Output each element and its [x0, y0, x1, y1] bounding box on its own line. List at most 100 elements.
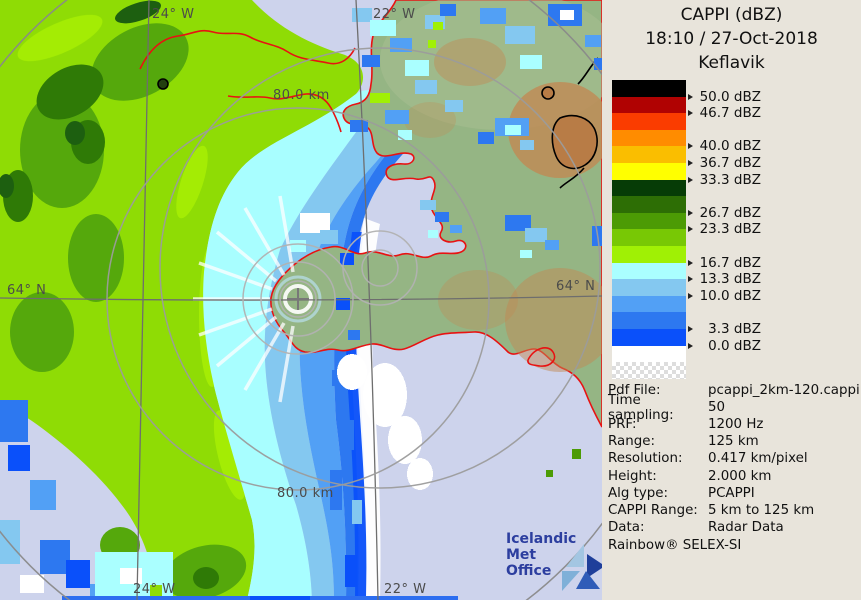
station-name: Keflavik: [698, 53, 765, 73]
legend-label-text: 0.0 dBZ: [708, 337, 761, 354]
triangle-right-icon: [688, 326, 693, 332]
legend-band: [612, 345, 686, 363]
metadata-label: PRF:: [608, 417, 637, 433]
range-label-80km-top: 80.0 km: [273, 88, 330, 103]
radar-near-ring: [283, 284, 313, 314]
lon-label-24w-top: 24° W: [152, 7, 195, 22]
triangle-right-icon: [688, 176, 693, 183]
metadata-row: Resolution: 0.417 km/pixel: [608, 450, 858, 467]
triangle-right-icon: [688, 209, 693, 216]
lon-label-24w-bottom: 24° W: [133, 582, 176, 597]
metadata-row: Time sampling: 50: [608, 393, 858, 423]
legend-label-text: 50.0 dBZ: [699, 88, 761, 105]
legend-label-text: 3.3 dBZ: [708, 321, 761, 337]
metadata-row: PRF: 1200 Hz: [608, 416, 858, 433]
legend-label-text: 26.7 dBZ: [699, 204, 761, 221]
triangle-right-icon: [688, 226, 693, 233]
metadata-row: Pdf File: pcappi_2km-120.cappi: [608, 382, 860, 399]
radar-map: 24° W 22° W 80.0 km 64° N 64° N 80.0 km …: [0, 0, 602, 600]
software-name: Rainbow® SELEX-SI: [608, 538, 742, 553]
metadata-value: 5 km to 125 km: [708, 502, 815, 518]
legend-label-text: 16.7 dBZ: [699, 254, 761, 271]
radar-near-ring2: [274, 275, 322, 323]
pinwheel-icon: [562, 544, 602, 591]
metadata-label: Pdf File:: [608, 383, 661, 399]
legend-label: 46.7 dBZ: [688, 105, 761, 121]
metadata-label: Range:: [608, 434, 655, 450]
legend-label-text: 36.7 dBZ: [699, 155, 761, 171]
timestamp: 18:10 / 27-Oct-2018: [645, 29, 818, 49]
metadata-row: Alg type: PCAPPI: [608, 485, 858, 502]
metadata-row: Range: 125 km: [608, 433, 858, 450]
legend-label: 13.3 dBZ: [688, 271, 761, 287]
metadata-label: Data:: [608, 519, 645, 535]
metadata-label: CAPPI Range:: [608, 502, 698, 518]
legend-label: 33.3 dBZ: [688, 172, 761, 188]
metadata-row: Height: 2.000 km: [608, 467, 858, 484]
triangle-right-icon: [688, 160, 693, 166]
metadata-value: 2.000 km: [708, 468, 772, 484]
legend-band: [612, 229, 686, 246]
precip-cells: [0, 4, 602, 600]
metadata-value: Radar Data: [708, 519, 784, 535]
legend-label: 50.0 dBZ: [688, 89, 761, 105]
legend-band: [612, 113, 686, 130]
legend-label-text: 10.0 dBZ: [699, 287, 761, 304]
legend-label-text: 23.3 dBZ: [699, 221, 761, 238]
lake-contours: [541, 57, 599, 189]
triangle-right-icon: [688, 143, 693, 150]
legend-label-text: 46.7 dBZ: [699, 105, 761, 122]
metadata-value: 1200 Hz: [708, 417, 764, 433]
legend-label-text: 13.3 dBZ: [699, 271, 761, 288]
legend-band: [612, 129, 686, 147]
legend-band: [612, 146, 686, 163]
legend-label: 3.3 dBZ: [688, 321, 761, 337]
lat-label-64n-left: 64° N: [7, 283, 47, 298]
legend-label: 0.0 dBZ: [688, 338, 761, 354]
legend-label: 40.0 dBZ: [688, 138, 761, 154]
legend-label: 10.0 dBZ: [688, 288, 761, 304]
legend-label-text: 33.3 dBZ: [699, 171, 761, 188]
legend-label: 23.3 dBZ: [688, 221, 761, 237]
metadata-value: 125 km: [708, 434, 759, 450]
legend-band: [612, 179, 686, 197]
legend-band: [612, 262, 686, 280]
legend-band: [612, 212, 686, 230]
metadata-label: Resolution:: [608, 451, 683, 467]
radar-crosshair: [287, 288, 309, 310]
lat-label-64n-right: 64° N: [556, 279, 596, 294]
legend-band: [612, 96, 686, 114]
legend-band: [612, 162, 686, 180]
info-panel: CAPPI (dBZ) 18:10 / 27-Oct-2018 Keflavik…: [602, 0, 861, 600]
triangle-right-icon: [688, 292, 693, 299]
radar-map-graphic: [0, 0, 602, 600]
triangle-right-icon: [688, 259, 693, 266]
logo-text-line1: Icelandic Met: [506, 531, 577, 563]
radar-spokes: [193, 195, 295, 403]
range-rings: [0, 0, 602, 600]
legend-band: [612, 312, 686, 329]
legend-label-text: 40.0 dBZ: [699, 138, 761, 155]
metadata-label: Alg type:: [608, 485, 669, 501]
metadata-value: 0.417 km/pixel: [708, 451, 808, 467]
metadata-table: Pdf File: pcappi_2km-120.cappi Time sampli…: [608, 382, 860, 536]
legend-label: 26.7 dBZ: [688, 205, 761, 221]
triangle-right-icon: [688, 342, 693, 349]
legend-band: [612, 295, 686, 313]
lon-label-22w-top: 22° W: [373, 7, 416, 22]
triangle-right-icon: [688, 93, 693, 100]
legend-band: [612, 279, 686, 296]
met-office-logo: Icelandic Met Office: [506, 531, 602, 591]
metadata-value: 50: [708, 400, 726, 416]
legend-band: [612, 362, 686, 379]
triangle-right-icon: [688, 276, 693, 283]
legend-label: 36.7 dBZ: [688, 155, 761, 171]
range-label-80km-bottom: 80.0 km: [277, 486, 334, 501]
logo-text-line2: Office: [506, 563, 552, 579]
metadata-label: Time sampling:: [608, 392, 674, 423]
metadata-label: Height:: [608, 468, 657, 484]
metadata-row: CAPPI Range: 5 km to 125 km: [608, 502, 858, 519]
legend-band: [612, 245, 686, 263]
product-title: CAPPI (dBZ): [680, 5, 783, 25]
